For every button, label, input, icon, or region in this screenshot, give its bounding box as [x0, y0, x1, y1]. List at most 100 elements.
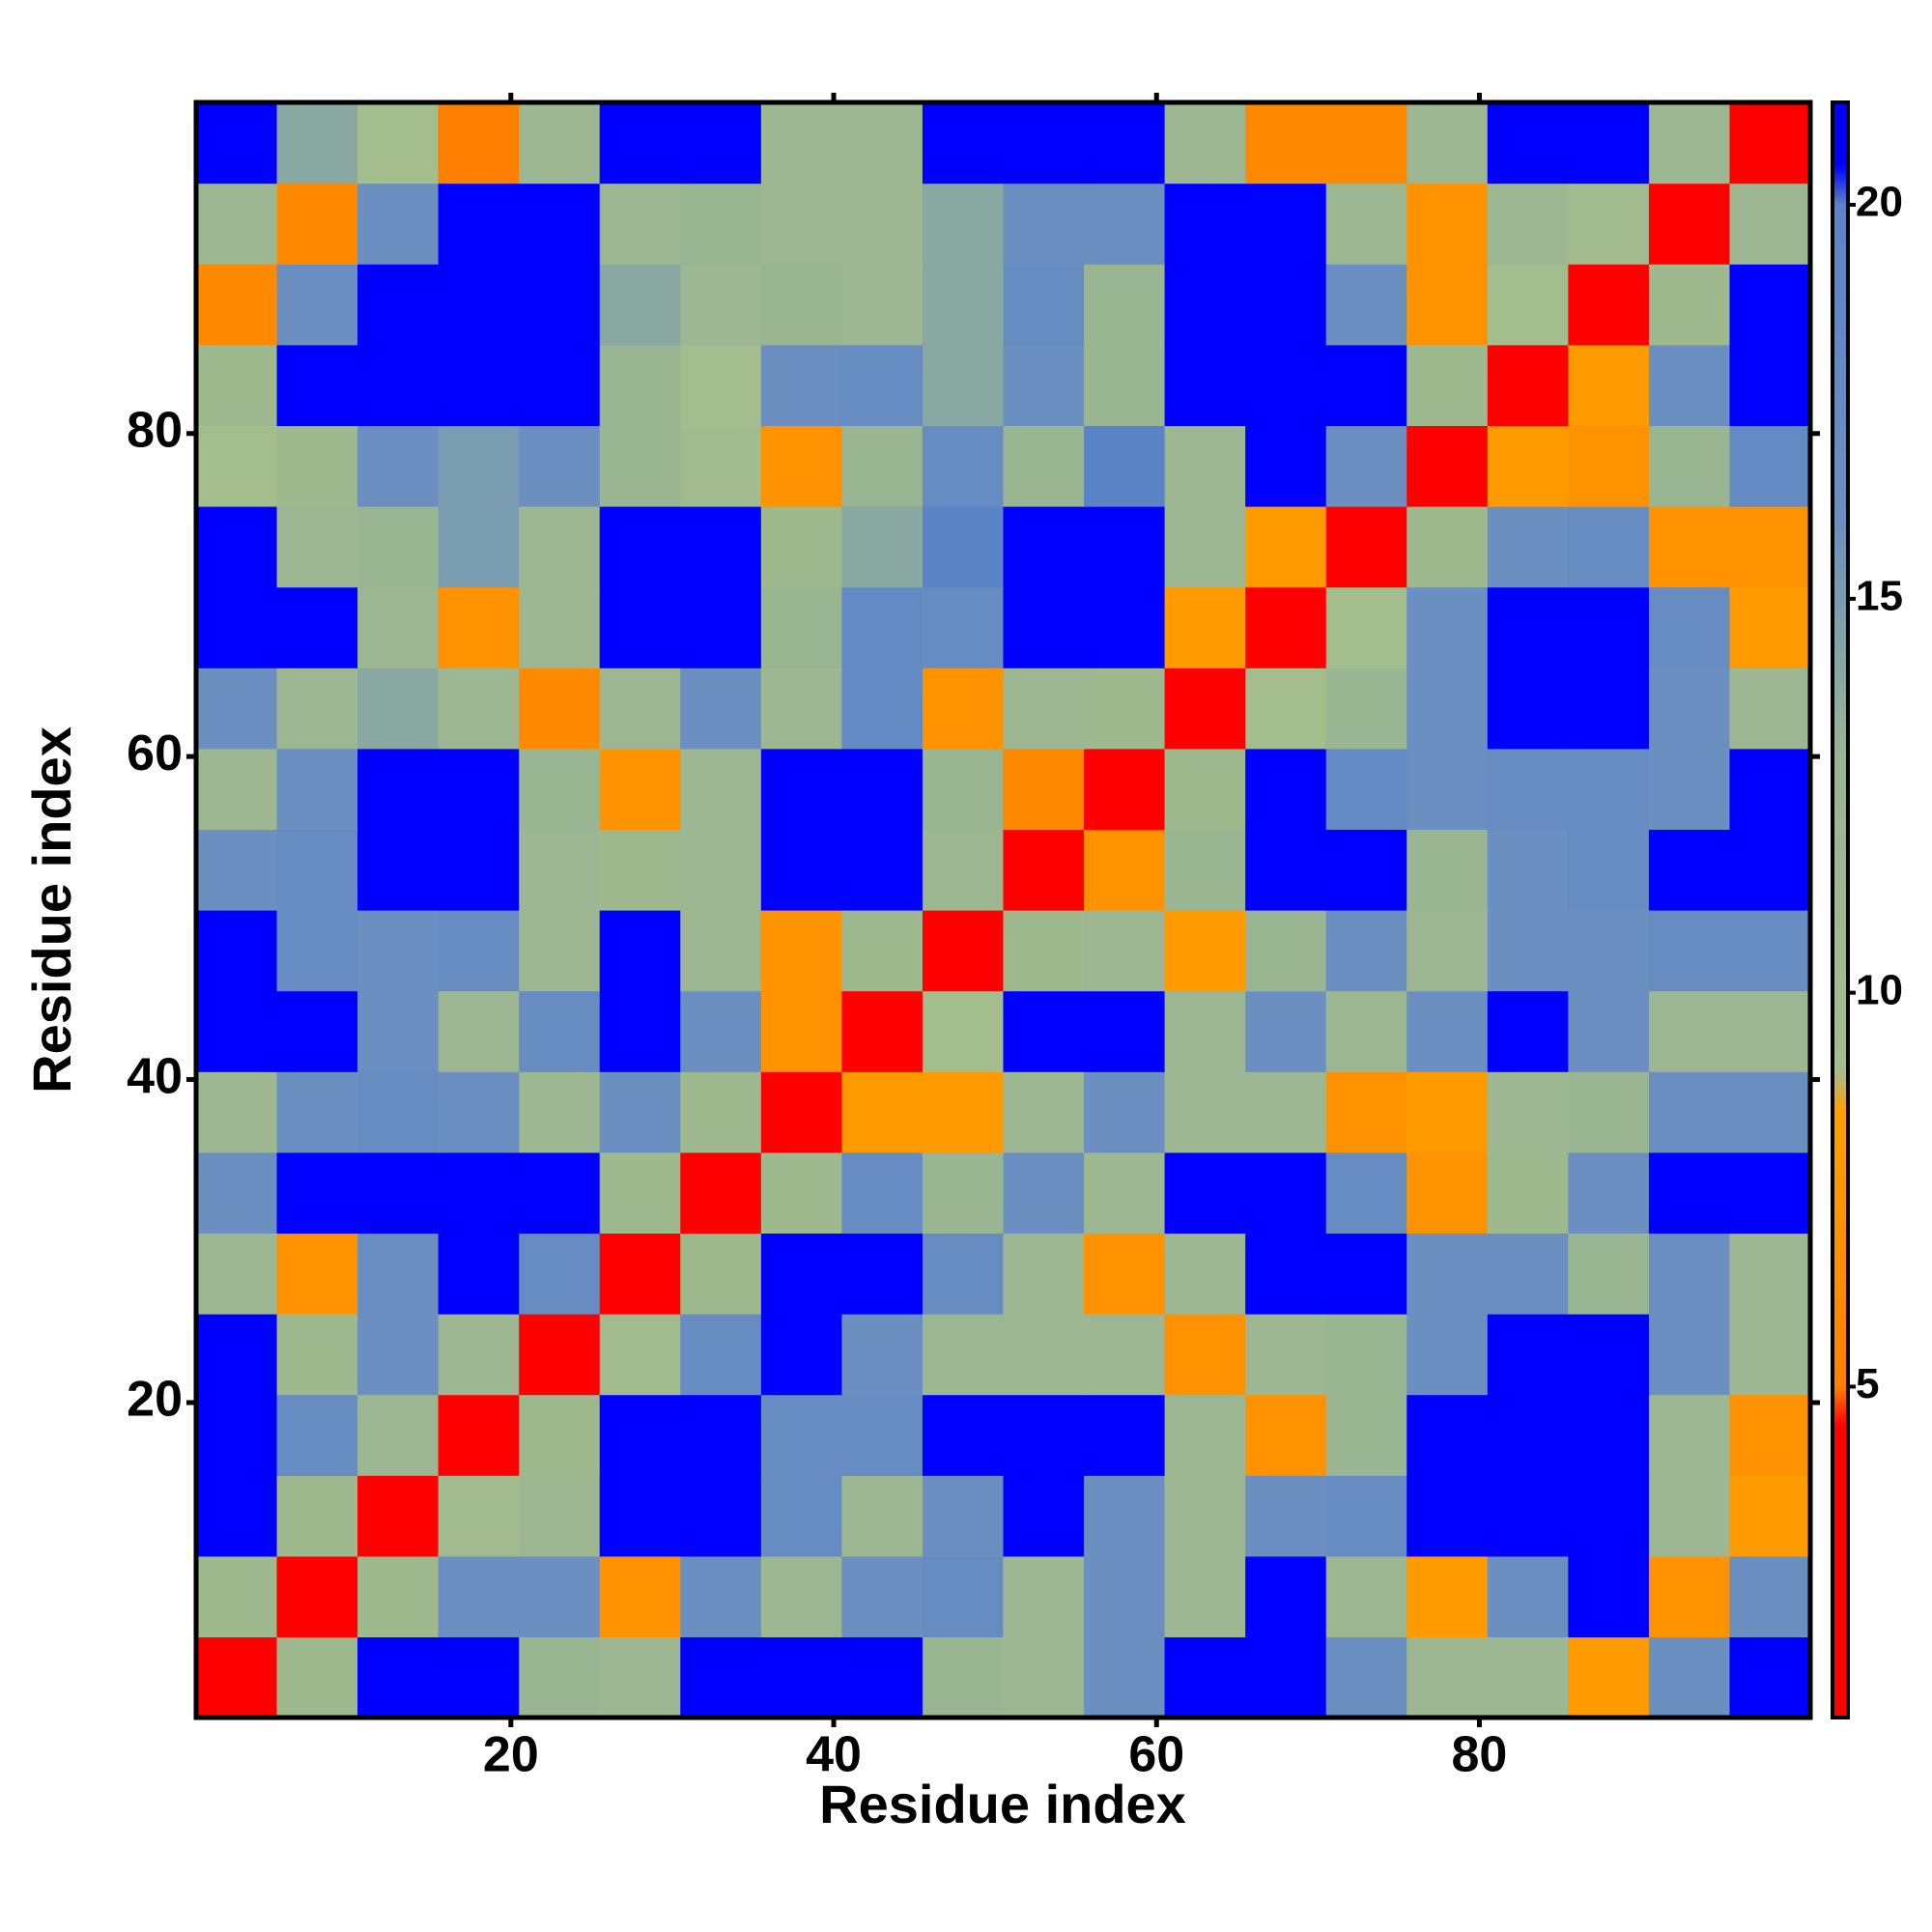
- heatmap-cell: [1487, 344, 1569, 426]
- heatmap-cell: [760, 1555, 842, 1637]
- heatmap-cell: [1729, 344, 1811, 426]
- heatmap-cell: [599, 264, 681, 346]
- heatmap-cell: [841, 1071, 923, 1153]
- heatmap-cell: [438, 829, 520, 911]
- heatmap-cell: [438, 102, 520, 185]
- heatmap-cell: [1164, 910, 1246, 992]
- heatmap-cell: [519, 1475, 601, 1557]
- heatmap-cell: [680, 1314, 762, 1396]
- heatmap-cell: [1325, 586, 1407, 668]
- heatmap-cell: [357, 1475, 440, 1557]
- heatmap-cell: [357, 668, 440, 750]
- heatmap-cell: [760, 425, 842, 507]
- heatmap-cell: [1568, 102, 1650, 185]
- heatmap-cell: [841, 668, 923, 750]
- heatmap-cell: [599, 1071, 681, 1153]
- heatmap-cell: [438, 586, 520, 668]
- heatmap-cell: [196, 344, 278, 426]
- heatmap-cell: [1568, 1233, 1650, 1315]
- heatmap-cell: [1084, 102, 1166, 185]
- heatmap-cell: [1729, 183, 1811, 265]
- heatmap-cell: [1406, 264, 1489, 346]
- heatmap-cell: [680, 1555, 762, 1637]
- heatmap-cell: [922, 1636, 1005, 1719]
- heatmap-cell: [760, 910, 842, 992]
- heatmap-cell: [1568, 990, 1650, 1072]
- heatmap-cell: [1084, 1314, 1166, 1396]
- heatmap-cell: [1406, 748, 1489, 830]
- heatmap-cell: [1325, 344, 1407, 426]
- heatmap-cell: [1406, 910, 1489, 992]
- heatmap-cell: [1084, 344, 1166, 426]
- heatmap-cell: [1084, 1475, 1166, 1557]
- heatmap-cell: [1406, 586, 1489, 668]
- heatmap-cell: [1325, 264, 1407, 346]
- heatmap-cell: [357, 1151, 440, 1234]
- heatmap-cell: [1406, 344, 1489, 426]
- heatmap-cell: [1487, 1233, 1569, 1315]
- heatmap-cell: [357, 1555, 440, 1637]
- heatmap-cell: [841, 1151, 923, 1234]
- heatmap-cell: [276, 990, 358, 1072]
- heatmap-cell: [1003, 668, 1085, 750]
- heatmap-cell: [1003, 1636, 1085, 1719]
- heatmap-cell: [276, 1555, 358, 1637]
- heatmap-cell: [760, 183, 842, 265]
- heatmap-cell: [519, 425, 601, 507]
- heatmap-cell: [438, 183, 520, 265]
- heatmap-cell: [196, 910, 278, 992]
- heatmap-cell: [438, 910, 520, 992]
- heatmap-cell: [438, 264, 520, 346]
- heatmap-cell: [680, 264, 762, 346]
- heatmap-cell: [519, 1314, 601, 1396]
- heatmap-cell: [438, 344, 520, 426]
- heatmap-cell: [922, 1233, 1005, 1315]
- heatmap-cell: [1648, 668, 1731, 750]
- heatmap-cell: [1648, 990, 1731, 1072]
- heatmap-cell: [1245, 183, 1327, 265]
- heatmap-cell: [1406, 1475, 1489, 1557]
- heatmap-cell: [1729, 1636, 1811, 1719]
- heatmap-cell: [599, 586, 681, 668]
- heatmap-cell: [841, 586, 923, 668]
- y-tick-label: 80: [127, 402, 183, 458]
- heatmap-cell: [1164, 183, 1246, 265]
- heatmap-cell: [680, 668, 762, 750]
- heatmap-cell: [438, 1071, 520, 1153]
- heatmap-cell: [357, 506, 440, 588]
- heatmap-cell: [1487, 183, 1569, 265]
- heatmap-cell: [1729, 1314, 1811, 1396]
- heatmap-cell: [1568, 344, 1650, 426]
- heatmap-cell: [1729, 910, 1811, 992]
- heatmap-cell: [760, 344, 842, 426]
- heatmap-cell: [680, 1071, 762, 1153]
- heatmap-cell: [599, 910, 681, 992]
- heatmap-cell: [357, 1394, 440, 1476]
- heatmap-cell: [276, 183, 358, 265]
- heatmap-cell: [922, 586, 1005, 668]
- heatmap-cell: [922, 425, 1005, 507]
- heatmap-cell: [1245, 1475, 1327, 1557]
- heatmap-cell: [1648, 264, 1731, 346]
- heatmap-cell: [1406, 102, 1489, 185]
- heatmap-cell: [196, 1394, 278, 1476]
- heatmap-cell: [519, 990, 601, 1072]
- heatmap-cell: [1245, 102, 1327, 185]
- heatmap-cell: [1003, 1394, 1085, 1476]
- heatmap-cell: [196, 264, 278, 346]
- heatmap-cell: [1003, 1555, 1085, 1637]
- heatmap-cell: [1164, 1071, 1246, 1153]
- heatmap-cell: [1325, 1555, 1407, 1637]
- heatmap-cell: [760, 990, 842, 1072]
- heatmap-cell: [1487, 425, 1569, 507]
- heatmap-cell: [922, 1071, 1005, 1153]
- heatmap-cell: [1084, 1233, 1166, 1315]
- heatmap-cell: [519, 183, 601, 265]
- heatmap-cell: [1084, 183, 1166, 265]
- heatmap-cell: [1487, 910, 1569, 992]
- heatmap-cell: [1648, 425, 1731, 507]
- heatmap-cell: [1164, 1636, 1246, 1719]
- heatmap-cell: [922, 344, 1005, 426]
- heatmap-cell: [1164, 829, 1246, 911]
- heatmap-cell: [841, 425, 923, 507]
